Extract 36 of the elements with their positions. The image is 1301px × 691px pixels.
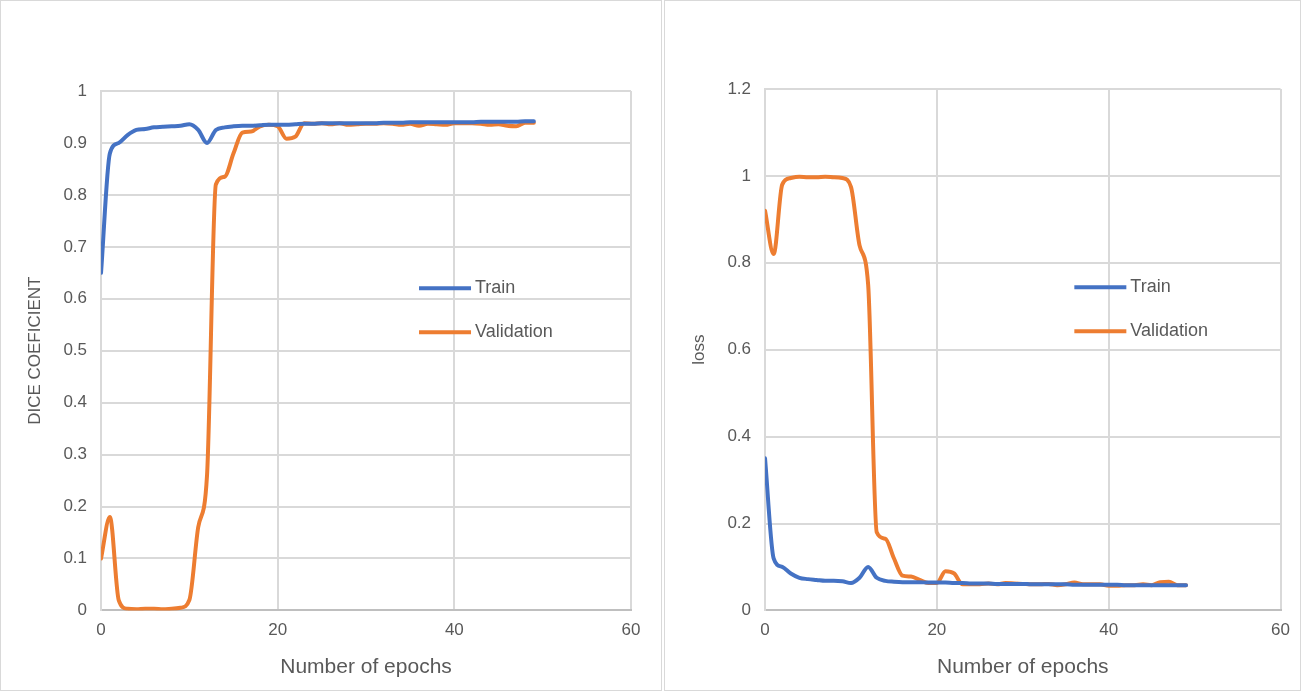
y-tick-label: 0	[741, 600, 752, 620]
y-tick-label: 0.9	[63, 132, 88, 152]
y-axis-title: DICE COEFICIENT	[24, 276, 44, 425]
y-tick-label: 0.5	[63, 340, 88, 360]
y-tick-label: 0.4	[727, 426, 752, 446]
y-tick-label: 0.8	[63, 184, 88, 204]
x-axis-title: Number of epochs	[280, 654, 452, 678]
y-tick-label: 0.6	[727, 339, 752, 359]
x-tick-label: 0	[96, 620, 106, 640]
x-tick-label: 0	[760, 620, 770, 640]
y-tick-label: 1.2	[727, 78, 752, 98]
y-tick-label: 1	[741, 165, 752, 185]
line-series	[765, 456, 1189, 588]
y-tick-label: 1	[77, 80, 88, 100]
y-tick-label: 0.2	[727, 513, 752, 533]
y-tick-label: 0.7	[63, 236, 88, 256]
x-tick-label: 40	[1099, 620, 1119, 640]
x-tick-label: 40	[444, 620, 464, 640]
y-tick-label: 0.1	[63, 548, 88, 568]
x-tick-label: 20	[268, 620, 288, 640]
y-tick-label: 0.3	[63, 444, 88, 464]
y-axis-title: loss	[688, 334, 708, 365]
x-tick-label: 20	[927, 620, 947, 640]
y-tick-label: 0.6	[63, 288, 88, 308]
legend-label: Validation	[1130, 320, 1209, 341]
x-axis-title: Number of epochs	[936, 654, 1109, 678]
y-tick-label: 0.2	[63, 496, 88, 516]
legend-label: Validation	[475, 321, 553, 342]
line-series	[101, 119, 536, 275]
x-tick-label: 60	[1271, 620, 1291, 640]
x-tick-label: 60	[621, 620, 641, 640]
legend-label: Train	[1130, 276, 1171, 297]
legend-label: Train	[475, 277, 516, 298]
y-tick-label: 0.8	[727, 252, 752, 272]
y-tick-label: 0	[77, 600, 88, 620]
y-tick-label: 0.4	[63, 392, 88, 412]
